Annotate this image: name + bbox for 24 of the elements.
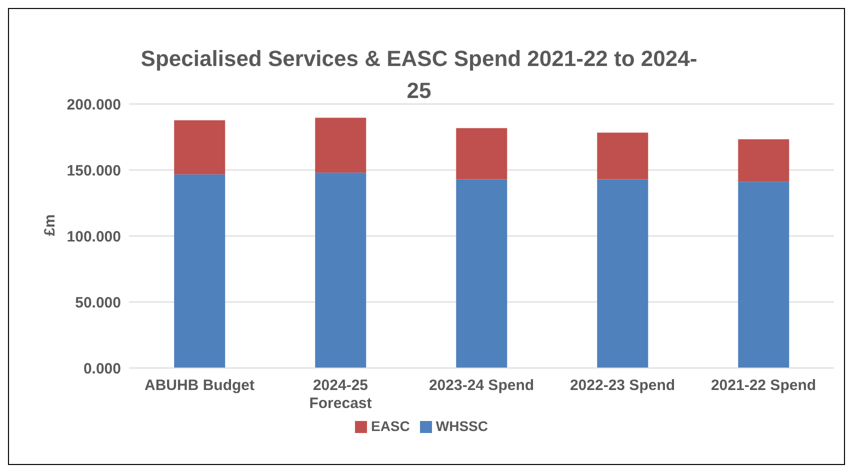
bar — [597, 132, 648, 180]
x-tick-label: 2022-23 Spend — [570, 377, 676, 394]
x-tick-label: ABUHB Budget — [144, 377, 254, 394]
legend-label: WHSSC — [436, 418, 488, 434]
bar — [738, 139, 790, 182]
y-tick-label: 150.000 — [66, 162, 121, 180]
bar — [174, 174, 226, 368]
bar — [315, 118, 366, 173]
bar — [174, 120, 226, 174]
bar — [315, 172, 366, 368]
legend-label: EASC — [370, 418, 410, 434]
y-tick-label: 50.000 — [75, 294, 121, 312]
y-tick-label: 100.000 — [66, 228, 121, 246]
bar — [738, 182, 790, 368]
y-tick-label: 0.000 — [83, 360, 121, 378]
y-axis-title: £m — [41, 214, 58, 236]
x-tick-label: 2024-25 Forecast — [309, 377, 372, 412]
x-tick-label: 2021-22 Spend — [710, 377, 816, 394]
chart-title: Specialised Services & EASC Spend 2021-22 to 2024-25 — [140, 45, 698, 105]
y-tick-label: 200.000 — [66, 96, 121, 114]
bar — [456, 179, 508, 368]
bar — [597, 179, 648, 368]
x-tick-label: 2023-24 Spend — [428, 377, 534, 394]
bar — [456, 128, 508, 180]
